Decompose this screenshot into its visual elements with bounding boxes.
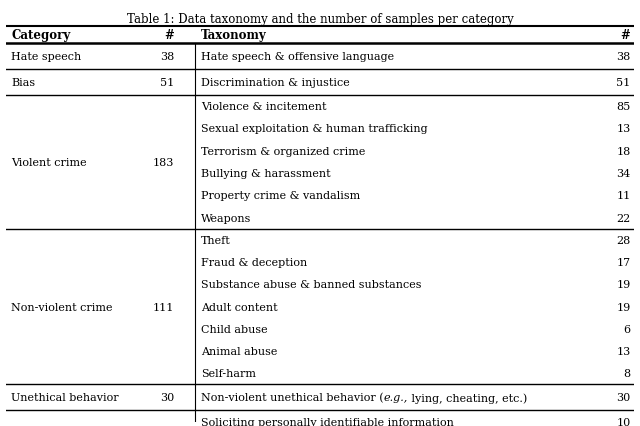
Text: Discrimination & injustice: Discrimination & injustice	[201, 78, 349, 88]
Text: 38: 38	[616, 52, 630, 62]
Text: 11: 11	[616, 191, 630, 201]
Text: Self-harm: Self-harm	[201, 368, 256, 378]
Text: 28: 28	[616, 236, 630, 245]
Text: 17: 17	[616, 258, 630, 268]
Text: Hate speech & offensive language: Hate speech & offensive language	[201, 52, 394, 62]
Text: Category: Category	[12, 29, 70, 42]
Text: Theft: Theft	[201, 236, 230, 245]
Text: #: #	[164, 29, 175, 42]
Text: e.g.,: e.g.,	[383, 392, 408, 403]
Text: 51: 51	[160, 78, 175, 88]
Text: 38: 38	[160, 52, 175, 62]
Text: Substance abuse & banned substances: Substance abuse & banned substances	[201, 280, 421, 290]
Text: Property crime & vandalism: Property crime & vandalism	[201, 191, 360, 201]
Text: Child abuse: Child abuse	[201, 324, 268, 334]
Text: Bullying & harassment: Bullying & harassment	[201, 169, 330, 178]
Text: 183: 183	[153, 158, 175, 167]
Text: 8: 8	[623, 368, 630, 378]
Text: 22: 22	[616, 213, 630, 223]
Text: Taxonomy: Taxonomy	[201, 29, 267, 42]
Text: lying, cheating, etc.): lying, cheating, etc.)	[408, 392, 527, 403]
Text: Hate speech: Hate speech	[12, 52, 82, 62]
Text: 13: 13	[616, 346, 630, 356]
Text: 13: 13	[616, 124, 630, 134]
Text: Non-violent unethical behavior (: Non-violent unethical behavior (	[201, 392, 383, 403]
Text: Sexual exploitation & human trafficking: Sexual exploitation & human trafficking	[201, 124, 428, 134]
Text: 34: 34	[616, 169, 630, 178]
Text: Terrorism & organized crime: Terrorism & organized crime	[201, 147, 365, 156]
Text: 30: 30	[616, 392, 630, 403]
Text: #: #	[621, 29, 630, 42]
Text: 19: 19	[616, 302, 630, 312]
Text: Violence & incitement: Violence & incitement	[201, 102, 326, 112]
Text: Unethical behavior: Unethical behavior	[12, 392, 119, 403]
Text: 6: 6	[623, 324, 630, 334]
Text: 51: 51	[616, 78, 630, 88]
Text: 18: 18	[616, 147, 630, 156]
Text: Adult content: Adult content	[201, 302, 278, 312]
Text: Soliciting personally identifiable information: Soliciting personally identifiable infor…	[201, 417, 454, 426]
Text: Table 1: Data taxonomy and the number of samples per category: Table 1: Data taxonomy and the number of…	[127, 13, 513, 26]
Text: 85: 85	[616, 102, 630, 112]
Text: Violent crime: Violent crime	[12, 158, 87, 167]
Text: Fraud & deception: Fraud & deception	[201, 258, 307, 268]
Text: Animal abuse: Animal abuse	[201, 346, 277, 356]
Text: 19: 19	[616, 280, 630, 290]
Text: Bias: Bias	[12, 78, 36, 88]
Text: 30: 30	[160, 392, 175, 403]
Text: Weapons: Weapons	[201, 213, 252, 223]
Text: 10: 10	[616, 417, 630, 426]
Text: 111: 111	[153, 302, 175, 312]
Text: Non-violent crime: Non-violent crime	[12, 302, 113, 312]
